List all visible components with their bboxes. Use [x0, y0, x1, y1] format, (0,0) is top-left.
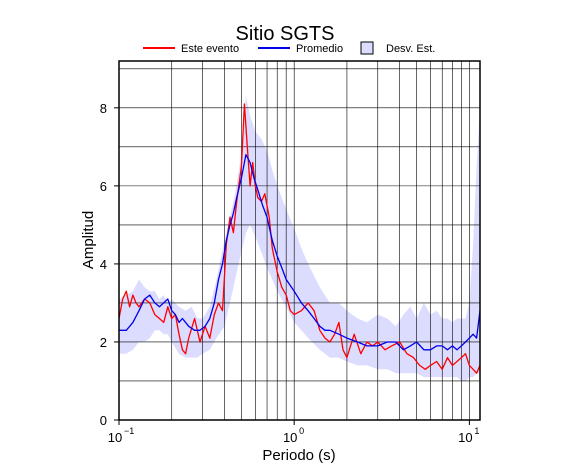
legend-label-mean: Promedio	[296, 43, 343, 55]
x-tick-exponent: 0	[299, 426, 304, 436]
legend: Este evento Promedio Desv. Est.	[143, 41, 435, 55]
y-tick-label: 4	[100, 257, 107, 272]
x-tick-labels: 10 −1 10 0 10 1	[108, 420, 479, 445]
series-layer	[118, 103, 481, 374]
y-tick-label: 6	[100, 179, 107, 194]
plot-frame	[118, 60, 481, 421]
y-tick-label: 8	[100, 101, 107, 116]
series-line-mean	[119, 154, 481, 351]
legend-label-band: Desv. Est.	[386, 43, 435, 55]
x-axis-label: Periodo (s)	[262, 447, 335, 464]
legend-swatch-band	[360, 41, 374, 55]
plot-area	[118, 60, 481, 421]
y-tick-labels: 0 2 4 6 8	[100, 101, 119, 428]
legend-label-event: Este evento	[181, 43, 239, 55]
y-tick-label: 2	[100, 335, 107, 350]
grid-layer	[118, 61, 480, 420]
band-area	[119, 96, 480, 381]
band-layer	[119, 96, 480, 381]
x-tick-label: 10	[108, 430, 122, 445]
y-tick-label: 0	[100, 413, 107, 428]
x-tick-exponent: 1	[474, 426, 479, 436]
y-axis-label: Amplitud	[80, 211, 97, 269]
chart-title: Sitio SGTS	[236, 23, 335, 45]
x-tick-exponent: −1	[124, 426, 134, 436]
x-tick-label: 10	[283, 430, 297, 445]
x-tick-label: 10	[458, 430, 472, 445]
